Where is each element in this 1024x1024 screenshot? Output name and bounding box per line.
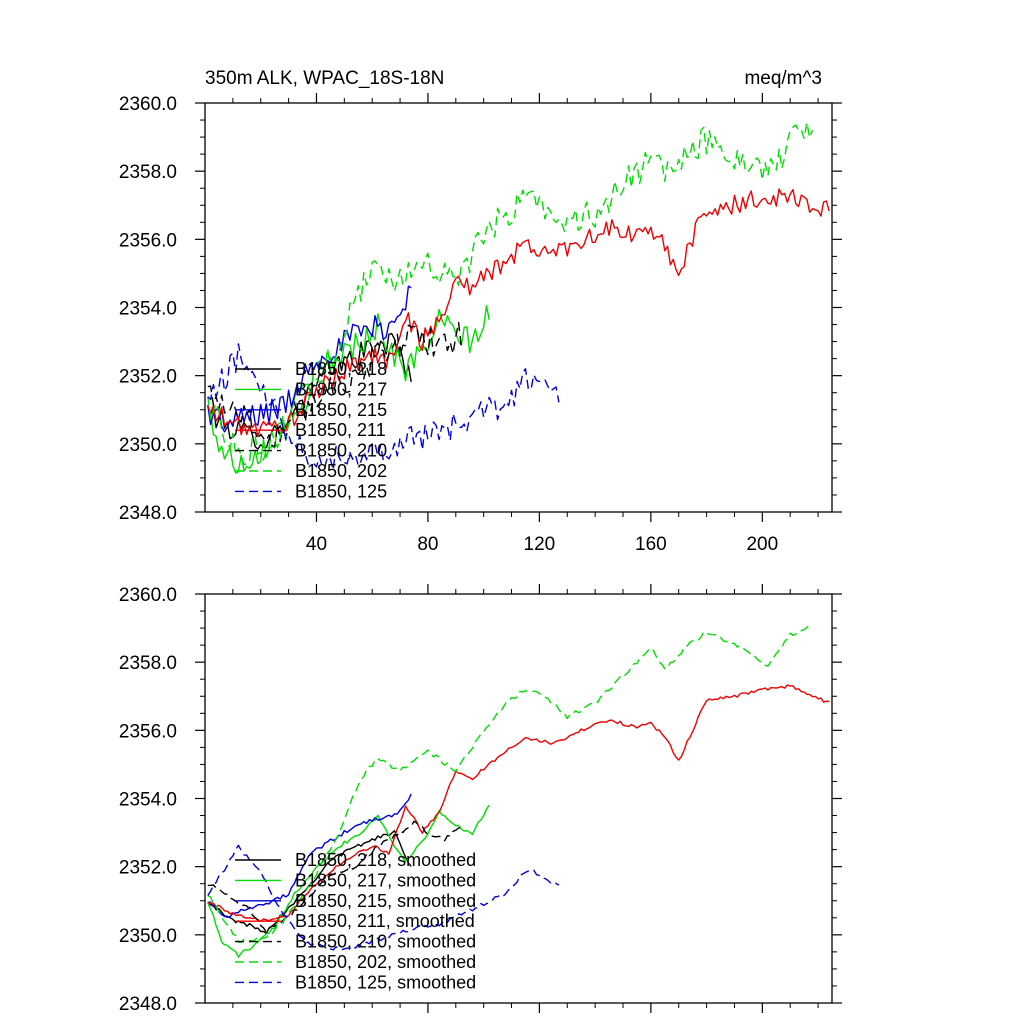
legend-label: B1850, 217, smoothed — [295, 870, 476, 890]
legend-label: B1850, 202, smoothed — [295, 952, 476, 972]
y-tick-label: 2354.0 — [119, 790, 177, 811]
y-tick-label: 2348.0 — [119, 503, 177, 524]
series-line-b1850-211-smoothed — [207, 684, 830, 923]
legend-label: B1850, 210, smoothed — [295, 932, 476, 952]
series-line-b1850-202 — [207, 122, 814, 466]
bottom-panel-axes: 2348.0 2350.0 2352.0 2354.0 2356.0 2358.0 2360… — [119, 584, 842, 1015]
x-tick-label: 160 — [635, 534, 667, 555]
top-panel-axes: 2348.0 2350.0 2352.0 2354.0 2356.0 2358.0 2360… — [119, 93, 842, 555]
legend-label: B1850, 125, smoothed — [295, 972, 476, 992]
y-tick-label: 2352.0 — [119, 367, 177, 388]
y-tick-label: 2360.0 — [119, 94, 177, 115]
legend-label: B1850, 210 — [295, 441, 387, 461]
top-panel-series — [207, 122, 830, 474]
legend-label: B1850, 215, smoothed — [295, 891, 476, 911]
bottom-panel: 2348.0 2350.0 2352.0 2354.0 2356.0 2358.0 2360… — [119, 584, 842, 1015]
x-tick-label: 80 — [417, 534, 438, 555]
series-line-b1850-217 — [207, 305, 490, 474]
x-tick-label: 120 — [524, 534, 556, 555]
series-line-b1850-211 — [207, 188, 830, 438]
legend-label: B1850, 215 — [295, 400, 387, 420]
series-line-b1850-125-smoothed — [207, 844, 560, 951]
x-tick-label: 200 — [746, 534, 778, 555]
y-tick-label: 2360.0 — [119, 585, 177, 606]
series-line-b1850-202-smoothed — [207, 624, 813, 943]
y-tick-label: 2358.0 — [119, 653, 177, 674]
y-tick-label: 2358.0 — [119, 162, 177, 183]
y-tick-label: 2356.0 — [119, 230, 177, 251]
series-line-b1850-210-smoothed — [207, 820, 462, 933]
series-line-b1850-215-smoothed — [207, 793, 412, 918]
series-line-b1850-125 — [207, 343, 560, 471]
y-tick-label: 2350.0 — [119, 926, 177, 947]
y-tick-label: 2352.0 — [119, 858, 177, 879]
legend-label: B1850, 202 — [295, 461, 387, 481]
series-line-b1850-210 — [207, 321, 463, 448]
x-tick-label: 40 — [306, 534, 327, 555]
top-panel-units: meq/m^3 — [744, 68, 822, 89]
legend-label: B1850, 211 — [295, 420, 386, 440]
legend-label: B1850, 125 — [295, 481, 387, 501]
legend-label: B1850, 218, smoothed — [295, 850, 476, 870]
y-tick-label: 2356.0 — [119, 721, 177, 742]
series-line-b1850-215 — [207, 285, 412, 433]
y-tick-label: 2354.0 — [119, 299, 177, 320]
legend-label: B1850, 211, smoothed — [295, 911, 475, 931]
y-tick-label: 2350.0 — [119, 435, 177, 456]
top-panel: 350m ALK, WPAC_18S-18N meq/m^3 2348.0 235… — [119, 68, 842, 555]
y-tick-label: 2348.0 — [119, 994, 177, 1015]
bottom-panel-series — [207, 624, 830, 958]
top-panel-title: 350m ALK, WPAC_18S-18N — [205, 68, 444, 89]
series-line-b1850-217-smoothed — [207, 804, 490, 958]
legend-label: B1850, 217 — [295, 379, 387, 399]
legend-label: B1850, 218 — [295, 359, 387, 379]
